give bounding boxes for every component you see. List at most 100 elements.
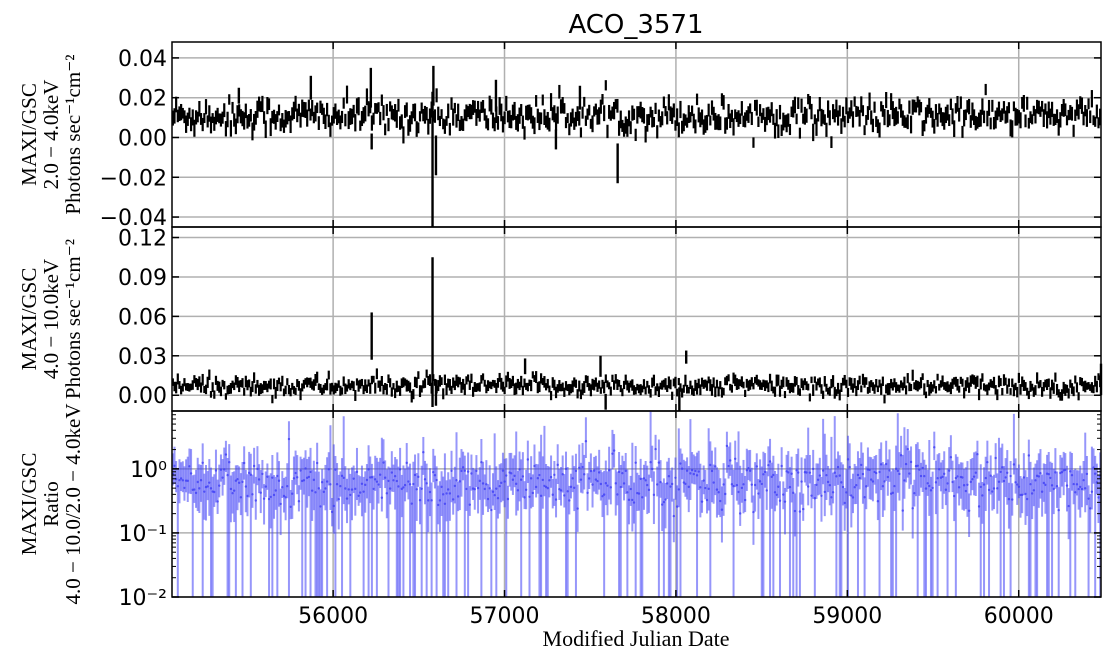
- data-point: [637, 492, 641, 495]
- data-point: [672, 514, 676, 518]
- data-point: [962, 484, 966, 487]
- data-point: [569, 485, 573, 489]
- data-point: [818, 474, 822, 477]
- data-point: [241, 480, 244, 484]
- data-point: [1016, 483, 1019, 486]
- data-point: [689, 472, 692, 475]
- data-point: [994, 456, 997, 460]
- data-point: [1087, 497, 1090, 500]
- data-point: [714, 465, 717, 468]
- data-point: [916, 464, 919, 467]
- data-point: [264, 485, 267, 488]
- data-point: [551, 493, 554, 496]
- data-point: [903, 479, 906, 482]
- data-point: [972, 475, 976, 478]
- data-point: [811, 467, 815, 471]
- data-point: [986, 460, 989, 464]
- data-point: [929, 489, 933, 492]
- data-point: [860, 463, 863, 467]
- data-point: [578, 466, 581, 469]
- data-point: [742, 483, 745, 486]
- data-point: [974, 471, 977, 474]
- data-point: [765, 489, 768, 492]
- data-point: [816, 478, 820, 481]
- data-point: [365, 478, 369, 482]
- data-point: [199, 478, 203, 482]
- data-point: [750, 483, 753, 486]
- data-point: [783, 500, 787, 503]
- data-point: [559, 489, 563, 492]
- data-point: [627, 498, 631, 502]
- data-point: [461, 466, 465, 469]
- y-tick-label: −0.02: [100, 166, 167, 191]
- data-point: [709, 463, 712, 467]
- data-point: [317, 487, 321, 490]
- data-point: [1004, 476, 1007, 479]
- data-point: [923, 474, 926, 478]
- data-point: [413, 473, 417, 477]
- data-point: [720, 508, 724, 511]
- x-tick-label: 58000: [641, 604, 711, 629]
- data-point: [614, 482, 617, 485]
- y-tick-label: 10⁰: [130, 458, 167, 483]
- data-point: [486, 497, 490, 501]
- y-axis-label: 4.0 − 10.0keV: [39, 259, 63, 379]
- y-axis-label: MAXI/GSC: [17, 83, 41, 186]
- data-point: [405, 461, 408, 465]
- data-point: [568, 499, 571, 502]
- data-point: [896, 469, 899, 473]
- data-point: [886, 475, 890, 479]
- data-point: [490, 508, 493, 512]
- data-point: [291, 492, 294, 495]
- data-point: [876, 500, 880, 503]
- data-point: [976, 453, 979, 456]
- data-point: [491, 490, 495, 493]
- data-point: [820, 494, 823, 498]
- data-point: [330, 510, 334, 514]
- data-point: [574, 469, 578, 473]
- data-point: [286, 484, 289, 488]
- data-point: [951, 480, 954, 484]
- data-point: [224, 453, 228, 456]
- data-point: [760, 482, 763, 486]
- data-point: [943, 472, 946, 476]
- data-point: [1075, 483, 1079, 486]
- data-point: [588, 477, 591, 480]
- data-point: [984, 476, 987, 480]
- data-point: [667, 475, 671, 478]
- data-point: [437, 503, 440, 507]
- data-point: [861, 472, 865, 476]
- data-point: [626, 491, 629, 494]
- data-point: [385, 492, 389, 495]
- data-point: [589, 469, 593, 473]
- data-point: [908, 472, 911, 475]
- data-point: [604, 482, 608, 485]
- data-point: [501, 469, 505, 472]
- data-point: [734, 457, 737, 460]
- data-point: [788, 485, 792, 489]
- data-point: [622, 482, 626, 485]
- data-point: [571, 477, 574, 480]
- data-point: [586, 491, 589, 495]
- data-point: [271, 476, 274, 479]
- data-point: [758, 480, 762, 483]
- data-point: [891, 491, 895, 495]
- data-point: [417, 475, 420, 479]
- data-point: [442, 493, 445, 496]
- data-point: [780, 464, 783, 468]
- y-axis-label: 4.0 − 10.0/2.0 − 4.0keV: [61, 403, 85, 604]
- data-point: [787, 471, 790, 474]
- data-point: [329, 483, 332, 486]
- data-point: [453, 484, 457, 488]
- data-point: [1085, 472, 1089, 476]
- data-point: [188, 465, 191, 468]
- data-point: [747, 467, 750, 470]
- x-axis-label: Modified Julian Date: [543, 626, 730, 651]
- data-point: [173, 464, 176, 467]
- data-point: [334, 468, 337, 471]
- data-point: [228, 460, 231, 464]
- data-point: [596, 479, 599, 483]
- data-point: [1021, 493, 1024, 497]
- data-point: [740, 486, 744, 490]
- data-point: [924, 487, 928, 490]
